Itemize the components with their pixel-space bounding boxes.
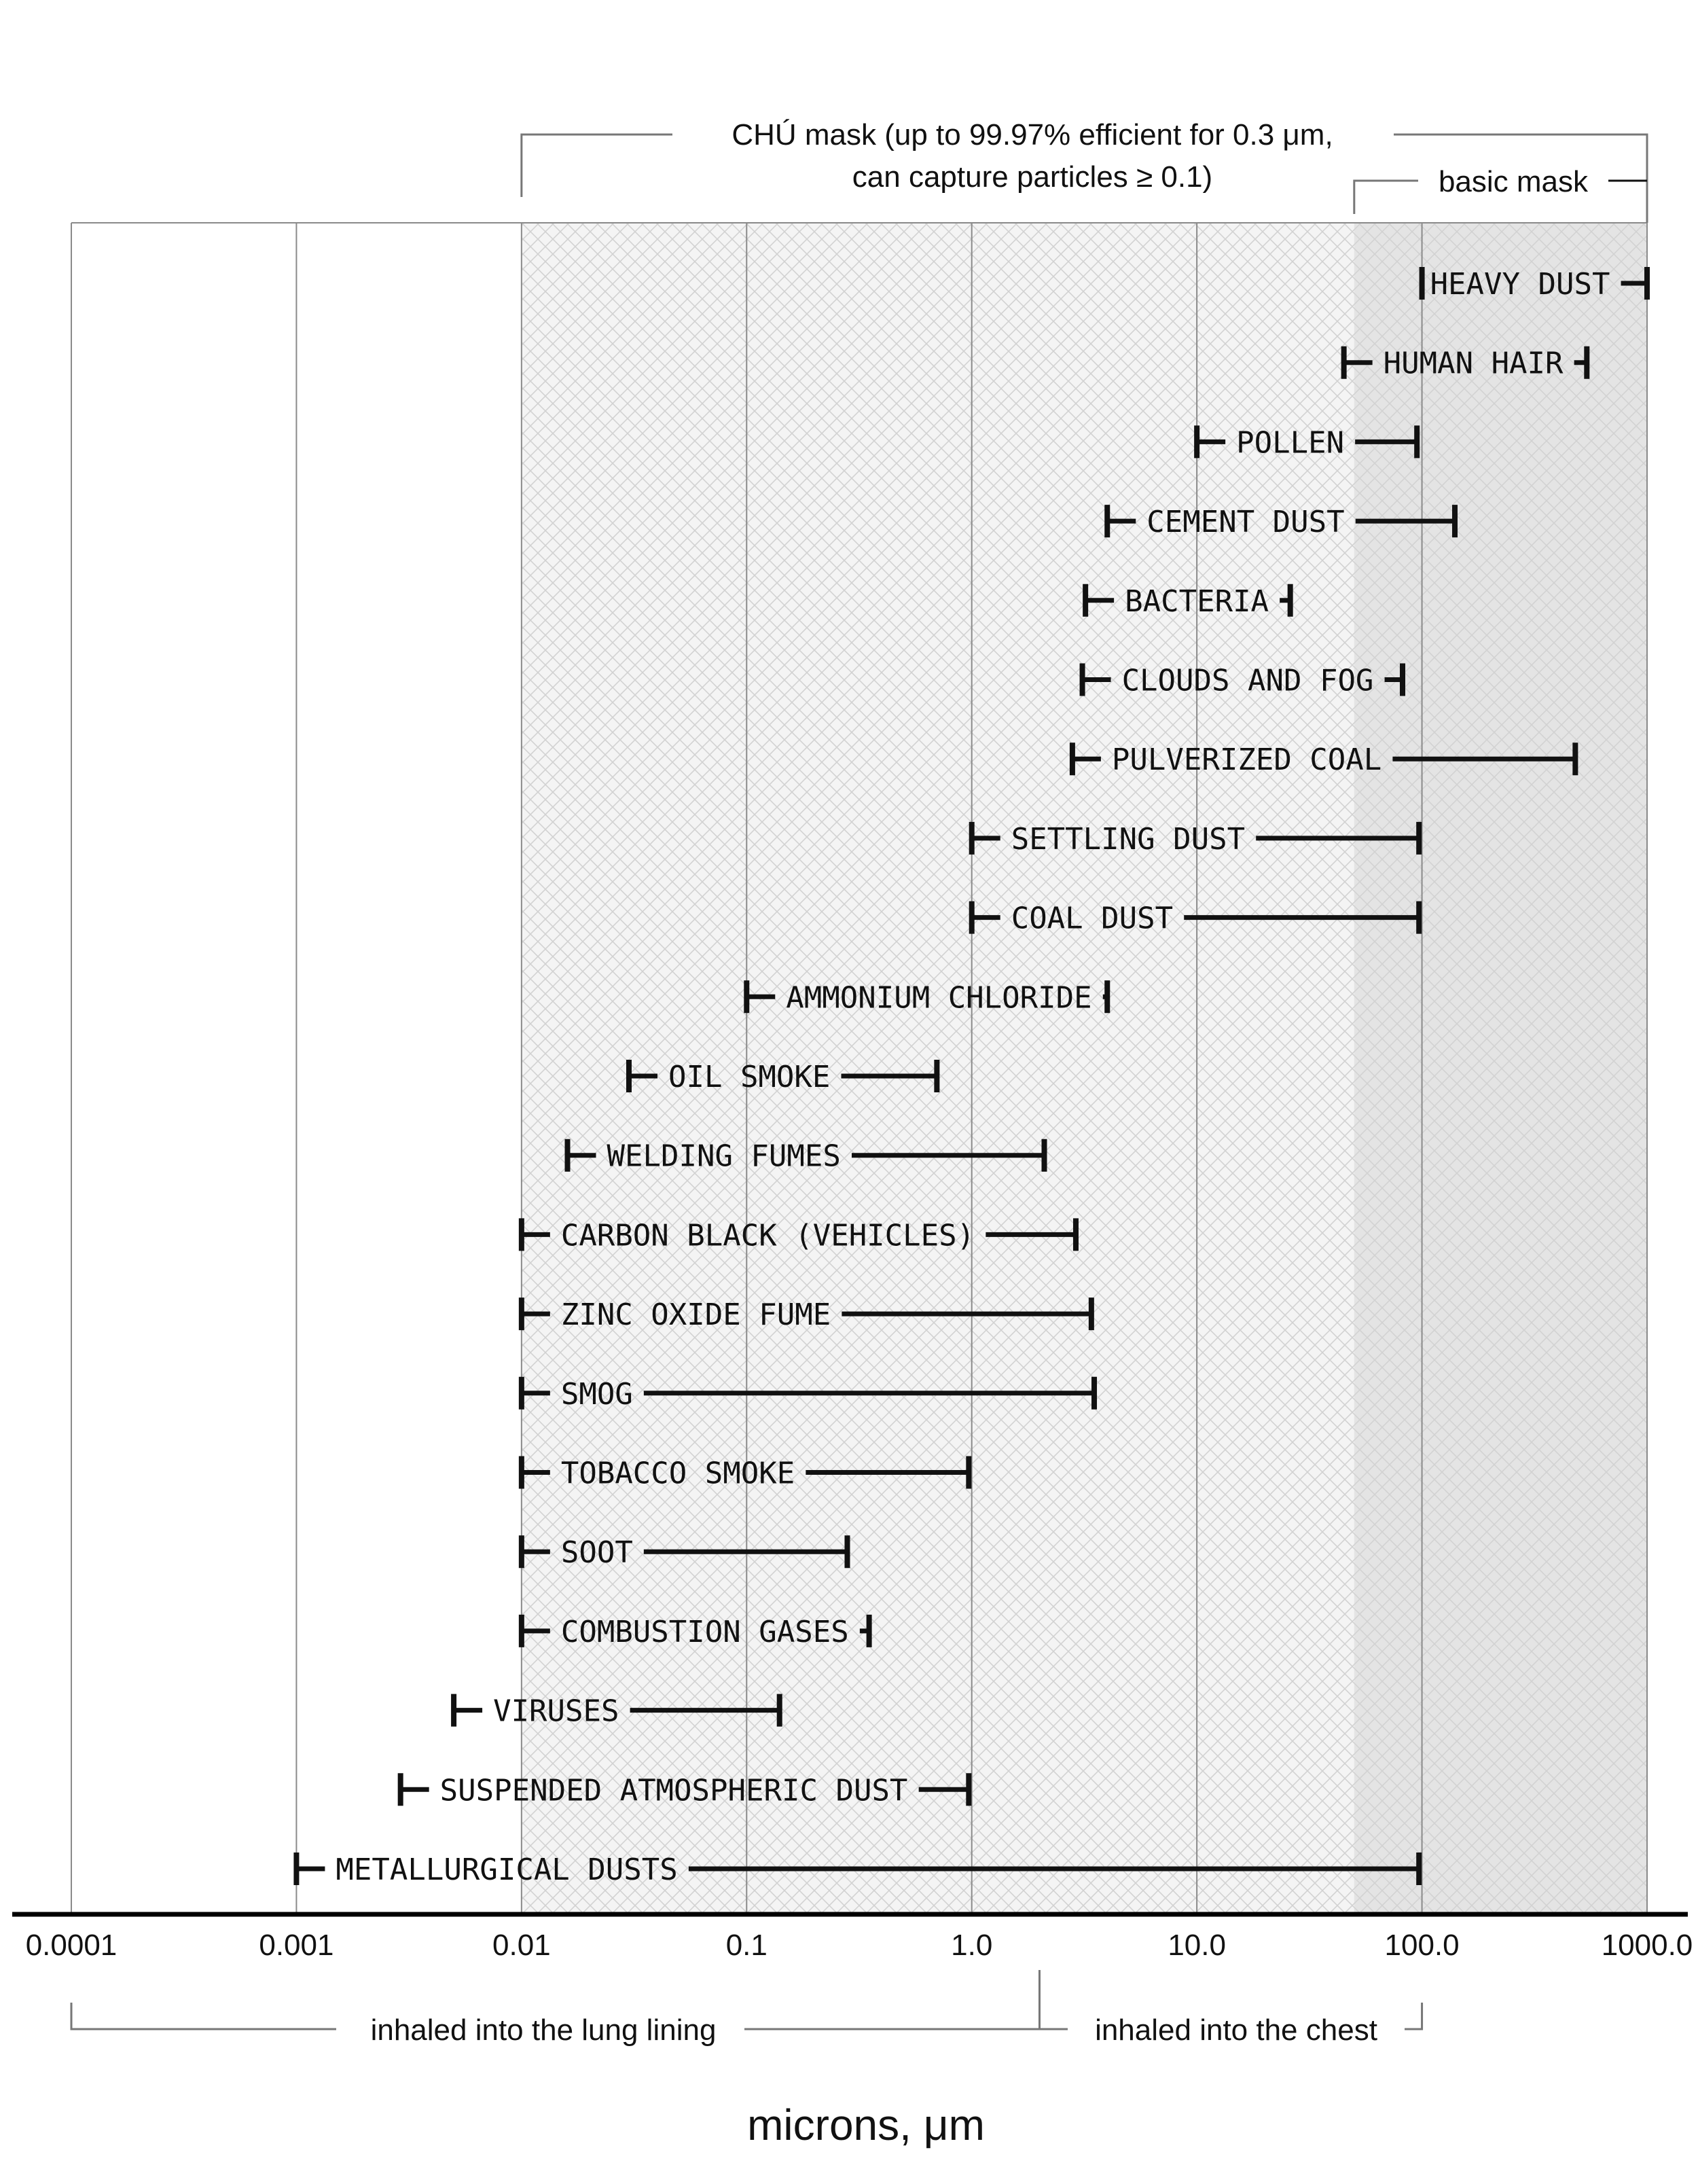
range-bar: SMOG: [518, 1376, 1098, 1412]
range-bar: COAL DUST: [969, 901, 1422, 936]
x-tick-label: 0.1: [726, 1929, 767, 1962]
x-tick-label: 1000.0: [1602, 1929, 1693, 1962]
range-bar: CLOUDS AND FOG: [1079, 663, 1406, 698]
chest-bracket-right: [1405, 2003, 1424, 2030]
crosshatch-overlay: [521, 223, 1647, 1914]
range-label: OIL SMOKE: [668, 1060, 830, 1094]
x-tick-label: 0.0001: [26, 1929, 118, 1962]
basic-mask-label: basic mask: [1439, 165, 1589, 198]
chu-mask-label-line2: can capture particles ≥ 0.1): [852, 160, 1212, 194]
range-bar: COMBUSTION GASES: [518, 1614, 872, 1649]
range-label: WELDING FUMES: [607, 1139, 841, 1174]
range-label: HEAVY DUST: [1430, 267, 1610, 302]
range-label: SUSPENDED ATMOSPHERIC DUST: [440, 1773, 908, 1808]
range-label: METALLURGICAL DUSTS: [336, 1852, 677, 1887]
range-bar: HEAVY DUST: [1419, 267, 1650, 302]
range-label: COAL DUST: [1011, 901, 1173, 936]
chest-label: inhaled into the chest: [1095, 2013, 1377, 2047]
x-tick-label: 0.01: [492, 1929, 551, 1962]
lung-bracket-left: [70, 2003, 336, 2030]
chu-mask-bracket-left: [520, 133, 672, 197]
range-bar: AMMONIUM CHLORIDE: [744, 980, 1110, 1015]
lung-lining-label: inhaled into the lung lining: [371, 2013, 717, 2047]
range-bar: HUMAN HAIR: [1341, 346, 1590, 381]
range-label: SETTLING DUST: [1011, 822, 1245, 857]
range-bar: BACTERIA: [1083, 584, 1293, 619]
range-bar: POLLEN: [1194, 425, 1420, 460]
x-tick-label: 10.0: [1168, 1929, 1226, 1962]
range-label: ZINC OXIDE FUME: [561, 1297, 831, 1332]
range-label: TOBACCO SMOKE: [561, 1456, 795, 1491]
range-label: CARBON BLACK (VEHICLES): [561, 1218, 975, 1253]
range-bar: SUSPENDED ATMOSPHERIC DUST: [397, 1773, 972, 1808]
range-label: BACTERIA: [1125, 584, 1269, 619]
particle-ranges: HEAVY DUST HUMAN HAIR POLLEN CEMENT DUST BAC…: [293, 267, 1650, 1887]
range-label: CEMENT DUST: [1146, 505, 1344, 539]
range-label: HUMAN HAIR: [1384, 346, 1564, 381]
range-bar: SOOT: [518, 1535, 850, 1570]
x-tick-label: 0.001: [259, 1929, 333, 1962]
chu-mask-label-line1: CHÚ mask (up to 99.97% efficient for 0.3…: [731, 118, 1333, 151]
range-label: PULVERIZED COAL: [1112, 742, 1381, 777]
x-tick-label: 100.0: [1385, 1929, 1460, 1962]
range-bar: TOBACCO SMOKE: [518, 1456, 972, 1491]
chu-mask-bracket-right: [1394, 133, 1648, 223]
range-bar: METALLURGICAL DUSTS: [293, 1852, 1422, 1887]
range-label: POLLEN: [1236, 425, 1344, 460]
range-bar: OIL SMOKE: [626, 1060, 940, 1094]
annotations: CHÚ mask (up to 99.97% efficient for 0.3…: [70, 118, 1648, 2047]
range-bar: PULVERIZED COAL: [1069, 742, 1578, 777]
range-bar: CEMENT DUST: [1104, 505, 1458, 539]
basic-mask-bracket-left: [1353, 179, 1418, 214]
mask-regions: [71, 223, 1647, 1914]
range-label: SMOG: [561, 1377, 633, 1412]
x-axis: 0.0001 0.001 0.01 0.1 1.0 10.0 100.0 1000.0 micr…: [12, 1912, 1693, 2149]
range-label: COMBUSTION GASES: [561, 1615, 849, 1649]
range-bar: SETTLING DUST: [969, 821, 1422, 857]
range-bar: CARBON BLACK (VEHICLES): [518, 1218, 1079, 1253]
range-bar: VIRUSES: [451, 1694, 782, 1729]
range-label: AMMONIUM CHLORIDE: [786, 980, 1091, 1015]
range-bar: WELDING FUMES: [564, 1139, 1047, 1174]
range-bar: ZINC OXIDE FUME: [518, 1297, 1094, 1332]
range-label: VIRUSES: [493, 1694, 619, 1729]
x-tick-label: 1.0: [951, 1929, 992, 1962]
range-label: CLOUDS AND FOG: [1122, 664, 1374, 698]
gridlines: [71, 222, 1648, 1914]
range-label: SOOT: [561, 1535, 633, 1570]
x-axis-title: microns, μm: [747, 2100, 985, 2149]
